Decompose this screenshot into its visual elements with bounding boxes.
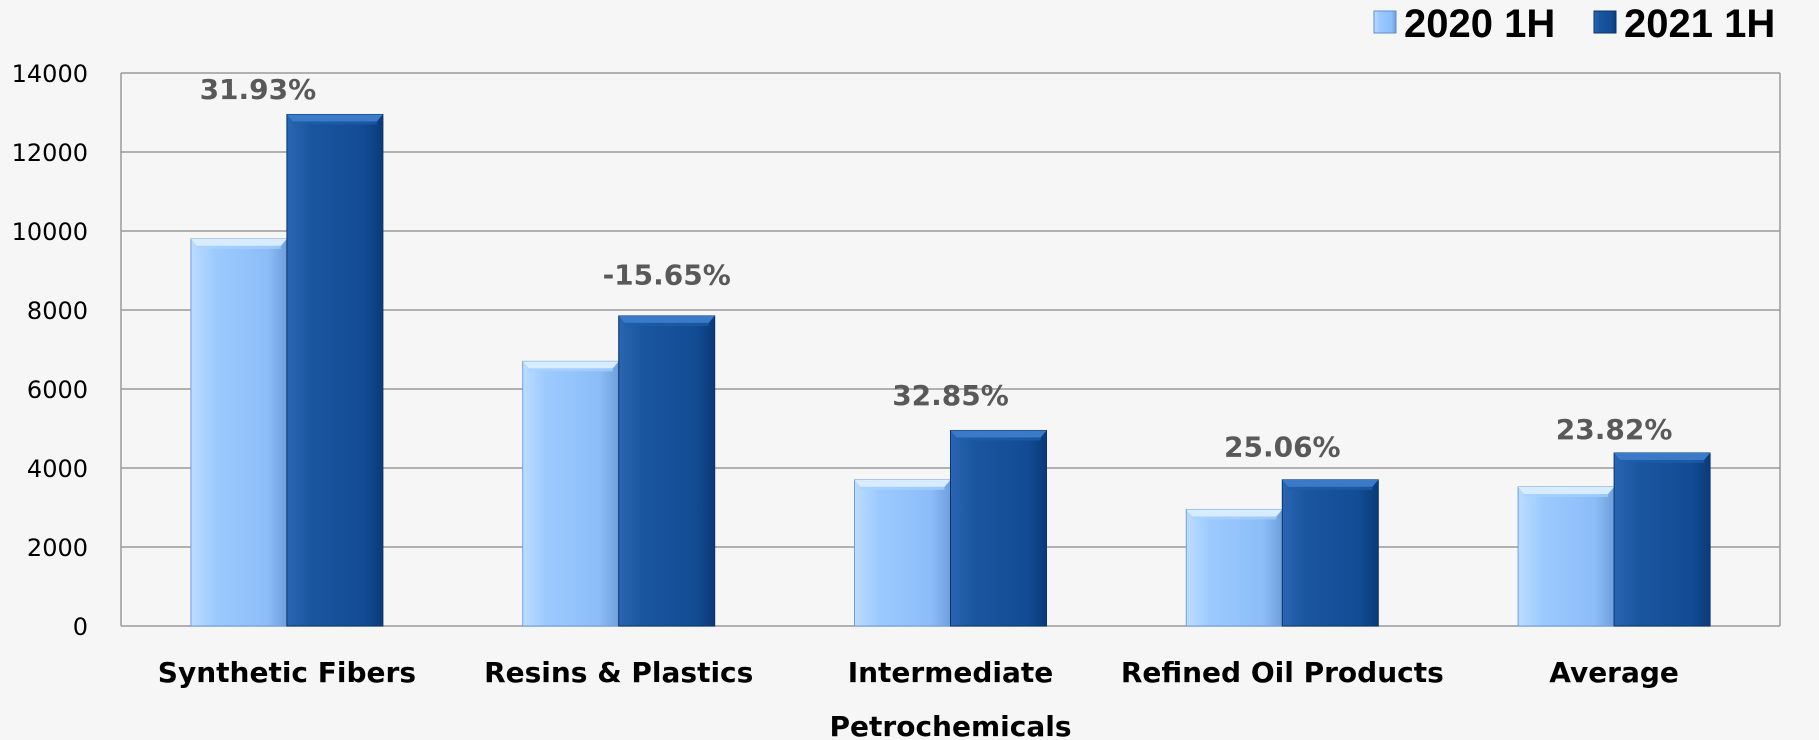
bar-2020-1h	[190, 238, 288, 627]
bar-2021-1h	[286, 113, 384, 627]
bar-cap	[618, 315, 715, 323]
bar-cap-shade	[860, 486, 945, 490]
bars	[190, 113, 1711, 627]
bar-cap	[854, 479, 951, 487]
data-label: 23.82%	[1556, 413, 1673, 446]
legend-item-2020-1h: 2020 1H	[1373, 2, 1555, 46]
bar-cap-shade	[956, 437, 1041, 441]
bar-cap-shade	[624, 322, 709, 326]
y-tick-label: 4000	[27, 455, 88, 483]
x-category-label: Petrochemicals	[830, 710, 1072, 740]
legend-label: 2020 1H	[1404, 2, 1555, 46]
bar-2020-1h	[1185, 508, 1283, 627]
y-tick-label: 14000	[12, 60, 88, 88]
x-category-label: Synthetic Fibers	[158, 656, 416, 689]
x-category-label: Intermediate	[848, 656, 1054, 689]
bar-cap	[286, 114, 383, 122]
bar-body	[1613, 452, 1711, 627]
bar-2020-1h	[1517, 486, 1615, 627]
bar-cap-shade	[1620, 459, 1705, 463]
y-axis: 0 2000 4000 6000 8000 10000 12000 14000	[12, 60, 88, 641]
bar-2020-1h	[854, 479, 951, 627]
bar-2021-1h	[950, 429, 1047, 627]
bar-cap	[1614, 452, 1711, 460]
bar-2021-1h	[618, 315, 716, 627]
y-tick-label: 0	[73, 613, 88, 641]
plot-area: 31.93% -15.65% 32.85% 25.06% 23.82%	[120, 72, 1781, 627]
data-label: 25.06%	[1224, 430, 1341, 463]
bar-2021-1h	[1281, 479, 1379, 627]
x-category-label: Resins & Plastics	[484, 656, 753, 689]
bar-2021-1h	[1613, 452, 1711, 627]
bar-cap-shade	[1524, 493, 1609, 497]
y-tick-label: 12000	[12, 139, 88, 167]
bar-body	[950, 429, 1047, 627]
data-labels: 31.93% -15.65% 32.85% 25.06% 23.82%	[200, 73, 1673, 463]
bar-body	[286, 113, 384, 627]
bar-body	[1185, 508, 1283, 627]
legend-label: 2021 1H	[1624, 2, 1775, 46]
bar-cap-shade	[528, 368, 613, 372]
bar-cap-shade	[1192, 516, 1277, 520]
bar-cap-shade	[196, 245, 281, 249]
legend: 2020 1H 2021 1H	[1373, 2, 1775, 46]
bar-2020-1h	[522, 360, 620, 627]
bar-cap-shade	[1288, 486, 1373, 490]
bar-cap	[1518, 486, 1615, 494]
bar-cap	[1282, 479, 1379, 487]
bar-cap	[950, 430, 1047, 438]
bar-body	[522, 360, 620, 627]
bar-body	[190, 238, 288, 627]
y-tick-label: 8000	[27, 297, 88, 325]
legend-swatch	[1593, 10, 1617, 34]
bar-body	[618, 315, 716, 627]
y-tick-label: 10000	[12, 218, 88, 246]
data-label: 32.85%	[892, 379, 1009, 412]
data-label: -15.65%	[603, 258, 731, 291]
legend-item-2021-1h: 2021 1H	[1593, 2, 1775, 46]
bar-body	[1517, 486, 1615, 627]
bar-cap	[190, 238, 287, 246]
data-label: 31.93%	[200, 73, 317, 106]
legend-swatch	[1373, 10, 1397, 34]
bar-body	[1281, 479, 1379, 627]
x-axis: Synthetic Fibers Resins & Plastics Interme…	[158, 656, 1679, 740]
x-category-label: Refined Oil Products	[1121, 656, 1444, 689]
x-category-label: Average	[1549, 656, 1679, 689]
bar-body	[854, 479, 951, 627]
bar-cap-shade	[292, 121, 377, 125]
y-tick-label: 6000	[27, 376, 88, 404]
bar-cap	[522, 361, 619, 369]
bar-cap	[1186, 509, 1283, 517]
y-tick-label: 2000	[27, 534, 88, 562]
